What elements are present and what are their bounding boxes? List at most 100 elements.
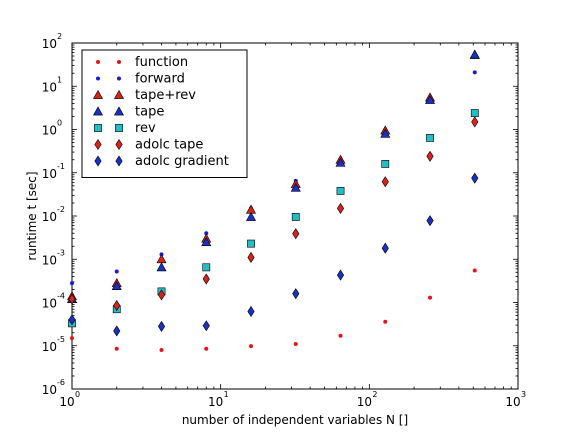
y-tick-base: 10: [42, 37, 57, 51]
x-tick-exponent: 2: [372, 390, 377, 399]
x-tick-label: 100: [59, 390, 80, 409]
data-point: [202, 263, 211, 272]
data-point: [336, 269, 345, 281]
data-point: [111, 280, 122, 290]
x-tick-base: 10: [505, 395, 520, 409]
series-adolc-tape: [68, 116, 479, 312]
y-tick-label: 10-6: [42, 378, 65, 397]
legend-marker: [96, 60, 100, 64]
y-tick-exponent: -6: [57, 378, 65, 387]
data-point: [292, 228, 300, 240]
data-point: [157, 289, 166, 301]
data-point: [426, 215, 434, 227]
data-point: [381, 160, 390, 168]
data-point: [335, 157, 346, 167]
legend-label: function: [135, 55, 188, 70]
data-point: [249, 344, 254, 349]
data-point: [472, 70, 477, 75]
data-point: [70, 336, 74, 341]
y-tick-exponent: -2: [57, 205, 65, 214]
x-tick-exponent: 0: [75, 390, 80, 399]
data-point: [202, 273, 210, 285]
legend-entry: forward: [96, 72, 185, 87]
legend-label: tape+rev: [135, 88, 196, 103]
data-point: [425, 94, 436, 104]
x-tick-base: 10: [208, 395, 223, 409]
y-tick-label: 101: [42, 75, 62, 94]
data-point: [471, 172, 479, 184]
data-point: [380, 128, 391, 138]
legend-entry: tape+rev: [92, 88, 196, 103]
y-tick-base: 10: [42, 383, 57, 397]
y-tick-label: 10-4: [42, 292, 65, 311]
y-tick-label: 10-1: [42, 162, 65, 181]
data-point: [156, 262, 167, 272]
data-point: [338, 333, 343, 338]
y-tick-base: 10: [42, 340, 57, 354]
y-tick-label: 10-5: [42, 335, 65, 354]
data-point: [469, 49, 480, 59]
data-point: [336, 187, 345, 195]
data-point: [157, 320, 166, 332]
series-adolc-gradient: [68, 172, 479, 337]
legend-marker: [117, 60, 121, 64]
data-point: [471, 116, 479, 128]
legend-label: adolc tape: [135, 138, 203, 153]
y-tick-exponent: -4: [57, 292, 65, 301]
x-tick-base: 10: [59, 395, 74, 409]
y-tick-base: 10: [42, 80, 57, 94]
data-point: [68, 293, 76, 305]
legend-label: rev: [135, 121, 156, 136]
y-tick-exponent: 1: [57, 75, 62, 84]
y-tick-label: 102: [42, 32, 62, 51]
data-point: [293, 341, 298, 346]
y-tick-exponent: -1: [57, 162, 65, 171]
legend-marker: [115, 155, 123, 167]
data-point: [113, 325, 121, 337]
x-tick-base: 10: [357, 395, 372, 409]
data-point: [381, 176, 389, 188]
data-point: [246, 211, 257, 221]
legend-entry: tape: [92, 105, 164, 120]
y-tick-exponent: -5: [57, 335, 65, 344]
data-point: [204, 346, 209, 351]
legend-marker: [92, 106, 104, 116]
data-point: [292, 288, 300, 300]
legend-marker: [96, 76, 100, 81]
x-tick-exponent: 3: [521, 390, 526, 399]
legend-marker: [113, 106, 125, 116]
legend-marker: [117, 76, 121, 81]
data-point: [290, 182, 301, 192]
y-tick-base: 10: [42, 167, 57, 181]
axis-ticks: 10010110210310-610-510-410-310-210-11001…: [42, 32, 526, 409]
y-tick-label: 10-2: [42, 205, 65, 224]
legend-marker: [94, 138, 102, 151]
data-point: [383, 319, 388, 324]
data-point: [381, 242, 389, 254]
legend-box: [81, 49, 248, 178]
legend-marker: [115, 124, 123, 132]
data-point: [202, 320, 210, 332]
data-point: [472, 268, 477, 273]
y-tick-exponent: -3: [57, 248, 65, 257]
data-point: [428, 295, 433, 300]
data-point: [113, 299, 121, 312]
series-function: [70, 268, 477, 352]
y-tick-exponent: 2: [57, 32, 62, 41]
legend-entry: rev: [94, 121, 156, 136]
data-point: [159, 347, 164, 352]
legend-marker: [113, 89, 125, 99]
data-points: [66, 49, 480, 352]
data-point: [68, 314, 76, 326]
y-tick-base: 10: [42, 124, 57, 138]
x-tick-label: 102: [357, 390, 378, 409]
x-tick-label: 103: [505, 390, 526, 409]
data-point: [426, 133, 434, 142]
y-tick-base: 10: [42, 297, 57, 311]
data-point: [470, 109, 479, 117]
data-point: [247, 239, 255, 248]
data-point: [247, 251, 255, 264]
legend-label: tape: [135, 105, 164, 120]
